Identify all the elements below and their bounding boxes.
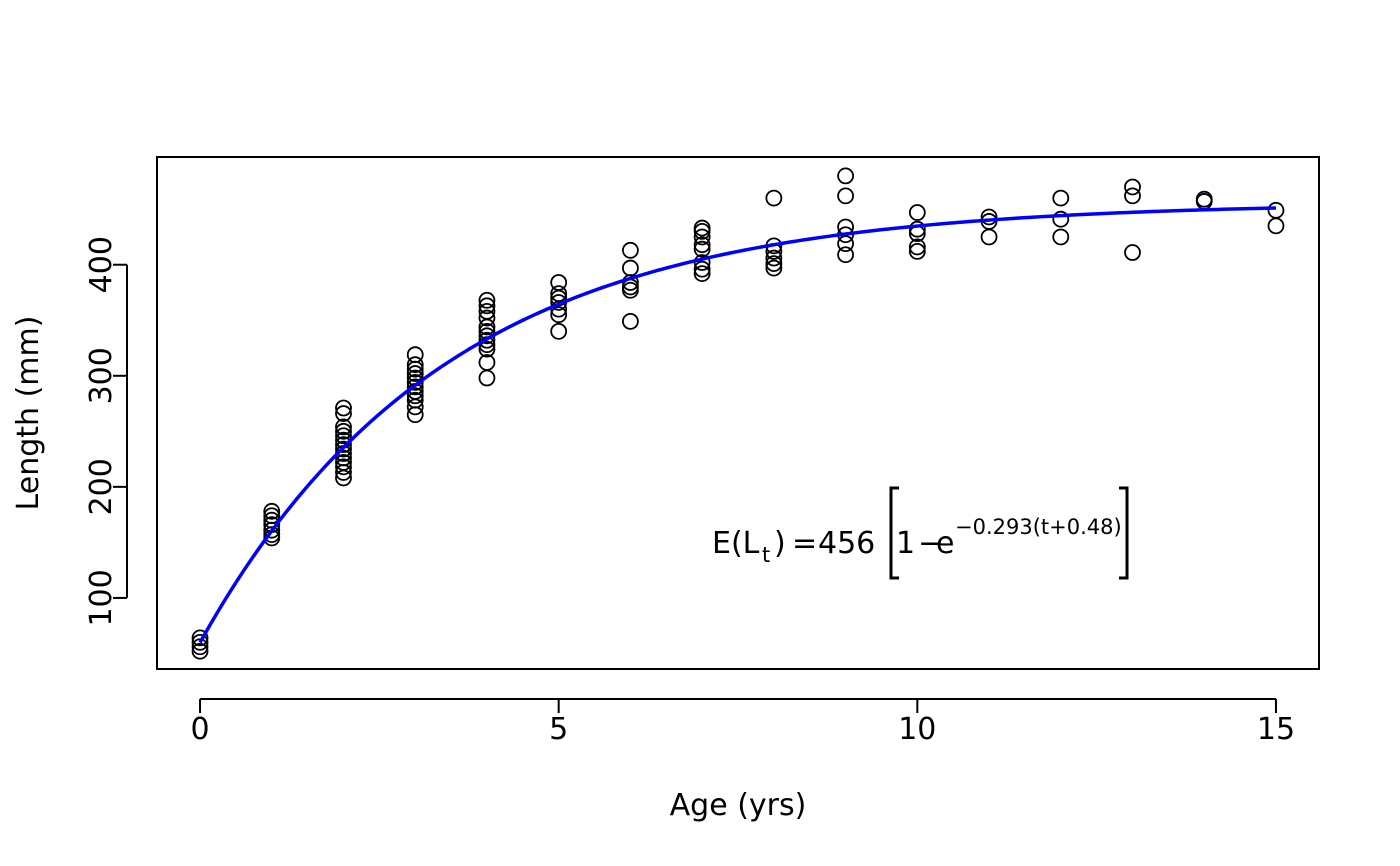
data-point <box>406 374 424 391</box>
data-point <box>335 399 352 417</box>
data-point <box>478 331 496 349</box>
equation-lhs-close: ) <box>774 526 786 561</box>
x-tick-label: 0 <box>190 712 209 747</box>
data-point <box>191 633 209 651</box>
data-point <box>191 629 209 647</box>
data-point <box>550 306 568 324</box>
data-point <box>335 449 352 467</box>
x-tick-label: 5 <box>549 712 568 747</box>
data-point <box>622 241 639 259</box>
data-point <box>622 312 639 330</box>
x-tick-label: 15 <box>1257 712 1295 747</box>
equation-e: e <box>936 526 954 561</box>
data-point <box>406 356 424 374</box>
data-point <box>1124 187 1141 205</box>
data-point <box>908 204 926 221</box>
data-point <box>406 378 424 396</box>
data-point <box>263 507 281 525</box>
data-point <box>1267 217 1285 235</box>
equation-coefficient: 456 <box>818 526 875 561</box>
equation-minus: − <box>918 526 943 561</box>
data-point <box>478 354 496 371</box>
data-point <box>406 387 424 405</box>
data-point <box>908 220 926 238</box>
data-point <box>478 369 496 387</box>
data-point <box>693 260 711 278</box>
data-point <box>693 240 711 258</box>
data-point <box>837 167 854 185</box>
y-tick-label: 100 <box>84 569 119 626</box>
data-point <box>478 297 496 315</box>
data-points <box>191 167 1285 660</box>
data-point <box>908 238 926 256</box>
data-point <box>1052 210 1070 228</box>
data-point <box>980 228 998 246</box>
data-point <box>335 454 352 471</box>
data-point <box>191 642 209 660</box>
y-tick-label: 200 <box>84 458 119 515</box>
data-point <box>693 228 711 246</box>
data-point <box>765 189 783 207</box>
data-point <box>1124 178 1141 196</box>
data-point <box>837 235 854 253</box>
data-point <box>837 187 854 205</box>
data-point <box>406 365 424 382</box>
equation: E(L t ) = 456 1 − e −0.293(t+0.48) <box>712 486 1129 580</box>
data-point <box>478 309 496 327</box>
y-tick-label: 300 <box>84 347 119 404</box>
data-point <box>335 436 352 454</box>
data-point <box>335 427 352 445</box>
right-bracket <box>1119 486 1129 580</box>
data-point <box>550 285 568 303</box>
data-point <box>478 340 496 358</box>
data-point <box>765 255 783 273</box>
data-point <box>693 265 711 283</box>
equation-exponent: −0.293(t+0.48) <box>955 515 1122 539</box>
data-point <box>550 274 568 291</box>
data-point <box>765 249 783 267</box>
data-point <box>406 346 424 364</box>
x-axis: 0 5 10 15 <box>190 698 1295 747</box>
equation-subscript: t <box>762 543 770 567</box>
equation-one: 1 <box>896 526 915 561</box>
data-point <box>335 405 352 422</box>
equation-lhs: E(L <box>712 526 760 561</box>
data-point <box>1195 190 1213 208</box>
data-point <box>478 291 496 309</box>
y-tick-label: 400 <box>84 236 119 293</box>
data-point <box>622 259 639 277</box>
data-point <box>693 236 711 254</box>
data-point <box>335 422 352 440</box>
data-point <box>263 502 281 520</box>
data-point <box>478 302 496 320</box>
data-point <box>1052 189 1070 207</box>
data-point <box>1267 201 1285 219</box>
data-point <box>335 418 352 436</box>
data-point <box>980 208 998 226</box>
fit-curve <box>198 206 1277 644</box>
data-point <box>335 440 352 458</box>
x-tick-label: 10 <box>898 712 936 747</box>
data-point <box>1124 244 1141 261</box>
left-bracket <box>889 486 899 580</box>
data-point <box>837 246 854 264</box>
data-point <box>908 243 926 260</box>
data-point <box>406 391 424 409</box>
x-axis-title: Age (yrs) <box>670 788 807 823</box>
data-point <box>765 259 783 277</box>
y-axis-title: Length (mm) <box>11 316 46 511</box>
plot-frame <box>156 156 1320 670</box>
equation-equals: = <box>792 526 817 561</box>
data-point <box>693 219 711 237</box>
data-point <box>550 322 568 340</box>
data-point <box>1052 228 1070 246</box>
y-axis: 100 200 300 400 <box>84 236 128 627</box>
data-point <box>335 458 352 476</box>
